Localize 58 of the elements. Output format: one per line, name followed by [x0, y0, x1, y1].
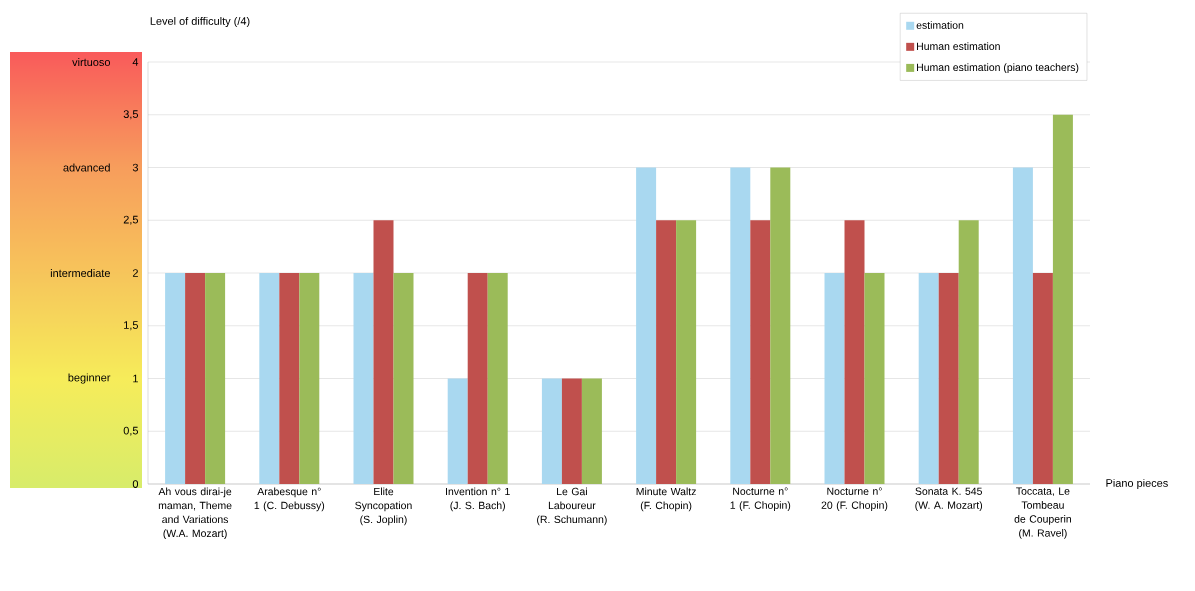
text: advanced [63, 163, 110, 172]
bar [918, 273, 939, 485]
x-tick-label: Nocturne n° 1 (F. Chopin) [730, 487, 791, 511]
bar [373, 220, 394, 485]
bar [541, 378, 562, 485]
bar [279, 273, 300, 485]
y-tick-label: 0 [132, 480, 139, 488]
bar [864, 273, 885, 485]
bar [353, 273, 374, 485]
bar [844, 220, 865, 485]
bar [581, 378, 602, 485]
x-tick-label: Sonata K. 545 (W. A. Mozart) [915, 487, 983, 511]
bar [958, 220, 979, 485]
x-tick-label: Invention n° 1 (J. S. Bach) [446, 487, 510, 512]
x-tick-label: Elite Syncopation (S. Joplin) [355, 487, 412, 526]
bar [393, 273, 414, 485]
bar [750, 220, 771, 485]
y-tick-label: 1,5 [124, 321, 139, 331]
bar [487, 273, 508, 485]
bar [636, 167, 657, 485]
bar [165, 273, 186, 485]
bar [299, 273, 320, 485]
bar [824, 273, 845, 485]
bar [447, 378, 468, 485]
y-tick-label: 3 [132, 163, 138, 172]
bar [1032, 273, 1053, 485]
legend-label: Human estimation (piano teachers) [917, 63, 1079, 74]
bar [1012, 167, 1033, 485]
y-tick-label: 0,5 [123, 426, 139, 436]
x-tick-label: Ah vous dirai-je maman, Theme and Variations (W.A. Mozart) [158, 487, 232, 540]
bar [259, 273, 280, 485]
bar [938, 273, 959, 485]
bar [185, 273, 206, 485]
legend-label: estimation [916, 21, 964, 29]
y-tick-label: 1 [133, 374, 138, 383]
bar [561, 378, 582, 485]
bar [676, 220, 697, 485]
text: intermediate [50, 268, 110, 278]
x-tick-label: Arabesque n° 1 (C. Debussy) [254, 487, 325, 512]
bar [467, 273, 488, 485]
y-tick-label: 2,5 [123, 215, 139, 225]
bar [205, 273, 226, 485]
legend-label: Human estimation [917, 42, 1000, 50]
text: beginner [68, 373, 111, 384]
y-tick-label: 4 [132, 58, 139, 66]
x-axis-title: Piano pieces [1106, 478, 1168, 490]
text: virtuoso [72, 57, 111, 67]
y-tick-label: 2 [132, 269, 138, 277]
x-tick-label: Minute Waltz (F. Chopin) [636, 487, 696, 512]
y-axis-title: Level of difficulty (/4) [150, 16, 250, 28]
bar [770, 167, 791, 485]
x-tick-label: Le Gai Laboureur (R. Schumann) [537, 487, 607, 526]
y-tick-label: 3,5 [123, 110, 139, 120]
bar [1052, 114, 1073, 485]
bar [656, 220, 677, 485]
x-tick-label: Toccata, Le Tombeau de Couperin (M. Ravel) [1014, 487, 1071, 539]
bar [730, 167, 751, 485]
x-tick-label: Nocturne n° 20 (F. Chopin) [821, 487, 888, 511]
